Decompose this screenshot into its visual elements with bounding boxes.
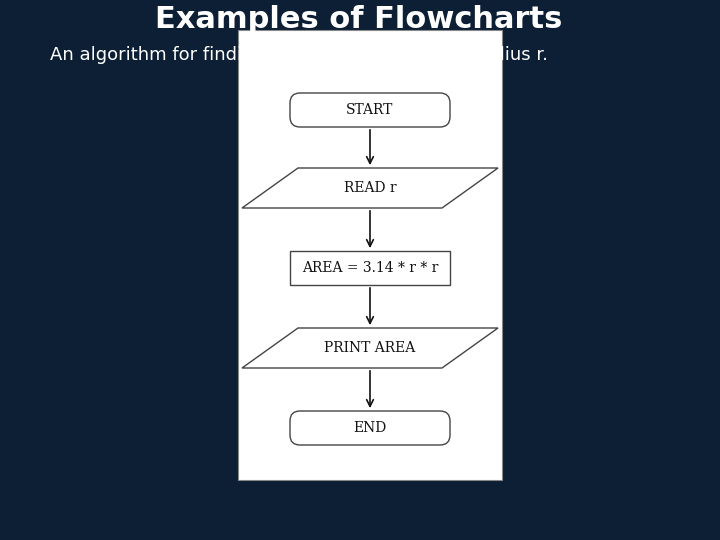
Polygon shape (242, 328, 498, 368)
FancyBboxPatch shape (290, 93, 450, 127)
Text: READ r: READ r (343, 181, 396, 195)
FancyBboxPatch shape (290, 411, 450, 445)
Text: PRINT AREA: PRINT AREA (325, 341, 415, 355)
Text: Examples of Flowcharts: Examples of Flowcharts (155, 5, 562, 35)
Bar (290, 251, 450, 285)
Text: END: END (354, 421, 387, 435)
Text: An algorithm for finding  the area of a circle of radius r.: An algorithm for finding the area of a c… (50, 46, 548, 64)
Polygon shape (242, 168, 498, 208)
Text: AREA = 3.14 * r * r: AREA = 3.14 * r * r (302, 261, 438, 275)
Bar (238, 30, 502, 480)
Text: START: START (346, 103, 394, 117)
